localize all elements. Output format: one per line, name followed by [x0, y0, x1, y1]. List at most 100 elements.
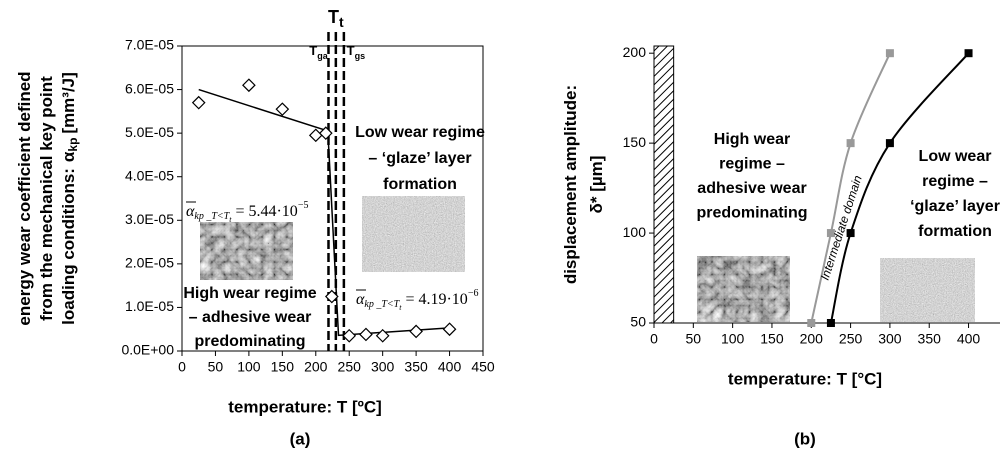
transition-label-main: T	[347, 43, 355, 58]
x-tick-label: 100	[237, 359, 261, 375]
regime-label: regime –	[922, 173, 988, 190]
regime-label: – adhesive wear	[189, 309, 312, 326]
series-line	[810, 52, 891, 324]
formula-text: = 5.44·10	[231, 203, 297, 220]
data-point	[442, 322, 457, 337]
micrograph	[200, 222, 293, 280]
x-tick-label: 350	[918, 331, 942, 347]
micrograph	[697, 256, 790, 322]
y-tick-label: 1.0E-05	[125, 298, 174, 314]
x-tick-label: 150	[760, 331, 784, 347]
x-tick-label: 250	[338, 359, 362, 375]
data-point	[318, 126, 333, 140]
formula-subsub: t	[399, 303, 402, 312]
regime-label: ‘glaze’ layer	[910, 198, 1000, 215]
y-tick-label: 5.0E-05	[125, 124, 174, 140]
regime-label: predominating	[696, 205, 807, 222]
data-point	[242, 78, 256, 93]
hatched-region	[653, 45, 675, 324]
data-point	[324, 289, 339, 304]
data-point	[342, 328, 357, 343]
transition-label-main: T	[328, 7, 339, 27]
y-tick-label: 150	[623, 134, 647, 150]
y-axis-label-part: from the mechanical key point	[37, 76, 56, 321]
y-tick-label: 3.0E-05	[125, 211, 174, 227]
y-tick-label: 2.0E-05	[125, 255, 174, 271]
x-tick-label: 150	[271, 359, 295, 375]
data-point	[807, 319, 816, 327]
transition-label-main: T	[309, 43, 317, 58]
x-tick-label: 200	[304, 359, 328, 375]
formula: αkp _T<Tt = 4.19·10−6	[356, 288, 478, 312]
transition-label: Tga	[309, 43, 328, 61]
x-tick-label: 350	[404, 359, 428, 375]
y-tick-label: 7.0E-05	[125, 37, 174, 53]
transition-label: Tgs	[347, 43, 365, 61]
y-axis-label-part: δ* [µm]	[587, 156, 606, 214]
x-tick-label: 400	[438, 359, 462, 375]
formula-subsub: t	[229, 215, 232, 224]
panel-label: (a)	[290, 429, 311, 448]
x-tick-label: 300	[371, 359, 395, 375]
x-tick-label: 300	[878, 331, 902, 347]
x-axis-label: temperature: T [°C]	[728, 369, 882, 388]
y-tick-label: 0.0E+00	[121, 342, 174, 358]
data-point	[409, 324, 423, 339]
micrograph	[362, 196, 465, 272]
y-axis-label-part: displacement amplitude:	[561, 85, 580, 284]
data-point	[846, 229, 855, 238]
data-point	[826, 229, 835, 238]
formula: αkp _T<Tt = 5.44·10−5	[186, 200, 308, 224]
data-point	[191, 95, 206, 110]
x-tick-label: 50	[686, 331, 702, 347]
y-tick-label: 50	[630, 314, 646, 330]
trend-line	[198, 88, 450, 337]
regime-label: – ‘glaze’ layer	[368, 150, 471, 167]
x-tick-label: 450	[471, 359, 495, 375]
regime-label: Low wear regime	[355, 124, 485, 141]
y-axis-label: δ* [µm]	[587, 156, 606, 214]
y-axis-label: energy wear coefficient defined	[15, 71, 34, 325]
formula-symbol: α	[186, 203, 195, 220]
formula-sup: −6	[468, 288, 479, 299]
y-axis-label: loading conditions: αkp [mm³/J]	[59, 72, 80, 325]
regime-label: predominating	[194, 333, 305, 350]
x-tick-label: 0	[650, 331, 658, 347]
transition-label: Tt	[328, 7, 344, 30]
formula-text: = 4.19·10	[401, 291, 467, 308]
formula-sub: kp _T<T	[364, 299, 400, 310]
data-point	[308, 128, 323, 143]
y-axis-label-sub: kp	[66, 138, 80, 152]
regime-label: adhesive wear	[697, 180, 806, 197]
x-tick-label: 200	[800, 331, 824, 347]
regime-label: Low wear	[919, 148, 992, 165]
y-axis-label: displacement amplitude:	[561, 85, 580, 284]
regime-label: formation	[383, 176, 457, 193]
data-point	[359, 327, 373, 342]
micrograph	[880, 258, 975, 322]
y-axis-label: from the mechanical key point	[37, 76, 56, 321]
formula-sup: −5	[298, 200, 309, 211]
data-point	[964, 49, 973, 58]
data-point	[275, 102, 290, 117]
y-tick-label: 4.0E-05	[125, 167, 174, 183]
y-axis-label-unit: [mm³/J]	[59, 72, 78, 133]
y-axis-label-symbol: α	[59, 151, 78, 162]
x-tick-label: 400	[957, 331, 981, 347]
y-axis-label-part: energy wear coefficient defined	[15, 71, 34, 325]
y-axis-label-part: loading conditions:	[59, 168, 78, 325]
regime-label: High wear	[714, 131, 790, 148]
transition-label-sub: gs	[355, 51, 366, 61]
formula-symbol: α	[356, 291, 365, 308]
regime-label: regime –	[719, 156, 785, 173]
x-tick-label: 0	[178, 359, 186, 375]
plot-frame	[181, 45, 484, 352]
transition-label-sub: t	[339, 14, 344, 30]
data-point	[826, 319, 835, 327]
transition-label-sub: ga	[317, 51, 328, 61]
y-tick-label: 6.0E-05	[125, 80, 174, 96]
x-tick-label: 250	[839, 331, 863, 347]
data-point	[885, 139, 894, 148]
x-axis-label: temperature: T [ºC]	[228, 397, 382, 416]
formula-sub: kp _T<T	[194, 211, 230, 222]
